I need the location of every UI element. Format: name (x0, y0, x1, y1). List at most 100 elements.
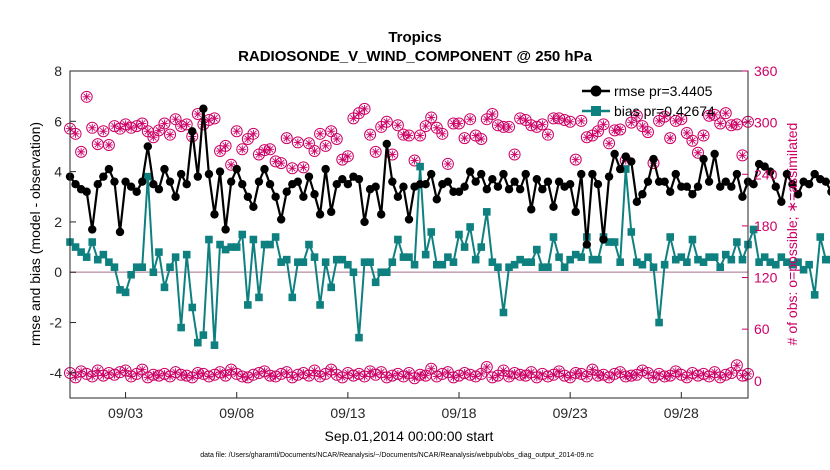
bias-point (205, 235, 213, 244)
bias-point (699, 258, 708, 266)
obs-assimilated-point (366, 130, 375, 139)
rmse-point (88, 225, 97, 234)
obs-assimilated-point (88, 123, 97, 132)
asterisk-stroke (155, 127, 163, 134)
obs-assimilated-point (332, 134, 341, 143)
obs-possible-point (508, 148, 521, 161)
asterisk-stroke (533, 374, 541, 381)
legend-rmse-marker (590, 85, 602, 97)
obs-assimilated-point (154, 126, 163, 135)
asterisk-stroke (266, 145, 274, 153)
rmse-point (499, 169, 508, 179)
rmse-point (788, 179, 797, 189)
y-tick-label-right: 300 (754, 115, 778, 131)
asterisk-stroke (222, 142, 229, 150)
bias-point (238, 230, 247, 239)
rmse-point (221, 225, 230, 234)
asterisk-stroke (539, 121, 546, 128)
bias-point (210, 341, 219, 349)
asterisk-stroke (433, 124, 441, 132)
rmse-point (488, 174, 497, 184)
asterisk-stroke (689, 137, 696, 145)
obs-assimilated-point (427, 364, 436, 373)
asterisk-stroke (211, 371, 218, 379)
asterisk-stroke (94, 367, 102, 374)
rmse-point (388, 177, 397, 186)
obs-assimilated-point (138, 119, 147, 128)
bias-point (649, 263, 658, 271)
rmse-point (671, 169, 680, 179)
asterisk-stroke (666, 134, 674, 142)
asterisk-stroke (166, 131, 174, 138)
plot-frame (69, 70, 749, 399)
rmse-point (554, 177, 564, 186)
bias-point (432, 260, 441, 269)
obs-assimilated-point (371, 147, 380, 156)
obs-possible-point (230, 125, 243, 138)
asterisk-stroke (722, 109, 730, 117)
asterisk-stroke (422, 122, 429, 130)
obs-assimilated-point (710, 110, 719, 119)
bias-point (594, 255, 602, 264)
y-tick-label-left: 6 (54, 113, 62, 129)
rmse-point (477, 169, 486, 179)
rmse-point (804, 179, 814, 189)
bias-point (93, 255, 102, 264)
rmse-point (282, 187, 291, 196)
bias-point (421, 250, 430, 259)
asterisk-stroke (400, 373, 407, 380)
asterisk-stroke (327, 366, 335, 373)
rmse-point (354, 174, 364, 184)
asterisk-stroke (494, 372, 502, 379)
asterisk-stroke (522, 116, 530, 124)
bias-point (560, 263, 569, 271)
rmse-point (165, 177, 175, 186)
asterisk-stroke (333, 135, 341, 143)
rmse-point (493, 182, 503, 191)
bias-point (477, 243, 486, 251)
obs-assimilated-point (688, 136, 697, 145)
bias-point (683, 258, 691, 266)
rmse-point (577, 169, 586, 179)
asterisk-stroke (605, 374, 613, 381)
obs-possible-point (730, 118, 743, 131)
bias-point (822, 255, 830, 264)
asterisk-stroke (577, 117, 585, 125)
bias-point (738, 255, 747, 264)
rmse-point (182, 179, 191, 189)
bias-point (105, 258, 113, 266)
bias-point (727, 255, 736, 264)
obs-assimilated-point (405, 131, 413, 140)
obs-assimilated-point (138, 365, 147, 374)
rmse-point (149, 179, 158, 189)
asterisk-stroke (111, 371, 118, 379)
bias-point (294, 258, 302, 266)
rmse-point (593, 179, 603, 189)
obs-assimilated-point (149, 133, 158, 142)
bias-point (571, 250, 580, 259)
rmse-point (588, 169, 597, 179)
obs-assimilated-point (682, 373, 691, 382)
obs-assimilated-point (316, 129, 325, 138)
asterisk-stroke (594, 127, 602, 135)
asterisk-stroke (427, 365, 435, 373)
asterisk-stroke (227, 161, 235, 169)
obs-assimilated-point (299, 163, 308, 172)
asterisk-stroke (288, 164, 296, 172)
rmse-point (649, 154, 658, 164)
obs-possible-point (164, 128, 177, 141)
rmse-point (710, 149, 719, 159)
x-tick-label: 09/03 (108, 405, 143, 421)
asterisk-stroke (294, 139, 302, 146)
rmse-point (243, 192, 253, 201)
rmse-point (299, 192, 308, 201)
rmse-point (688, 190, 697, 199)
obs-assimilated-point (416, 131, 425, 140)
asterisk-stroke (127, 373, 135, 380)
rmse-point (126, 182, 136, 191)
asterisk-stroke (589, 366, 596, 373)
bias-point (410, 260, 419, 269)
x-tick-label: 09/23 (553, 405, 588, 421)
y-tick-label-right: 0 (754, 373, 762, 389)
obs-assimilated-point (171, 115, 180, 124)
